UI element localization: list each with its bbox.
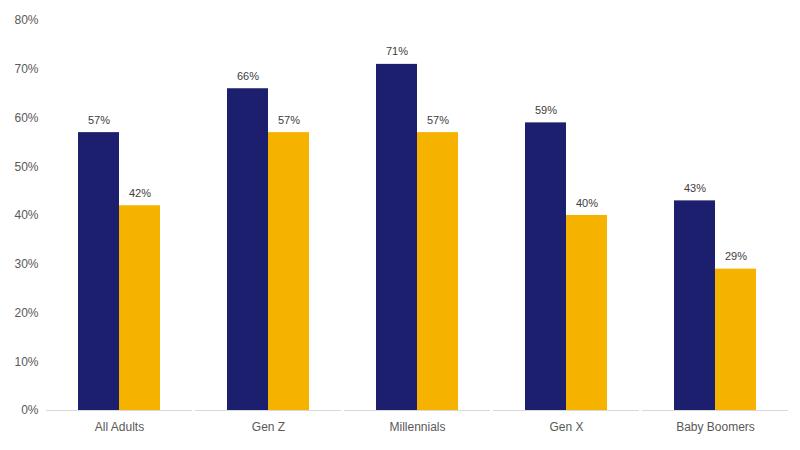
svg-text:Baby Boomers: Baby Boomers: [676, 420, 755, 434]
svg-text:42%: 42%: [129, 187, 151, 199]
svg-text:57%: 57%: [278, 114, 300, 126]
svg-text:70%: 70%: [14, 62, 38, 76]
svg-text:0%: 0%: [21, 403, 39, 417]
svg-text:59%: 59%: [535, 104, 557, 116]
svg-text:60%: 60%: [14, 111, 38, 125]
svg-text:29%: 29%: [725, 250, 747, 262]
svg-text:All Adults: All Adults: [95, 420, 144, 434]
svg-text:Gen X: Gen X: [549, 420, 583, 434]
svg-text:66%: 66%: [237, 70, 259, 82]
svg-text:40%: 40%: [14, 208, 38, 222]
svg-text:Gen Z: Gen Z: [252, 420, 285, 434]
svg-text:30%: 30%: [14, 257, 38, 271]
svg-text:40%: 40%: [576, 197, 598, 209]
svg-text:80%: 80%: [14, 13, 38, 27]
svg-text:10%: 10%: [14, 355, 38, 369]
svg-text:43%: 43%: [684, 182, 706, 194]
svg-text:Millennials: Millennials: [389, 420, 445, 434]
svg-text:20%: 20%: [14, 306, 38, 320]
svg-text:57%: 57%: [88, 114, 110, 126]
svg-text:50%: 50%: [14, 160, 38, 174]
svg-text:71%: 71%: [386, 45, 408, 57]
svg-text:57%: 57%: [427, 114, 449, 126]
